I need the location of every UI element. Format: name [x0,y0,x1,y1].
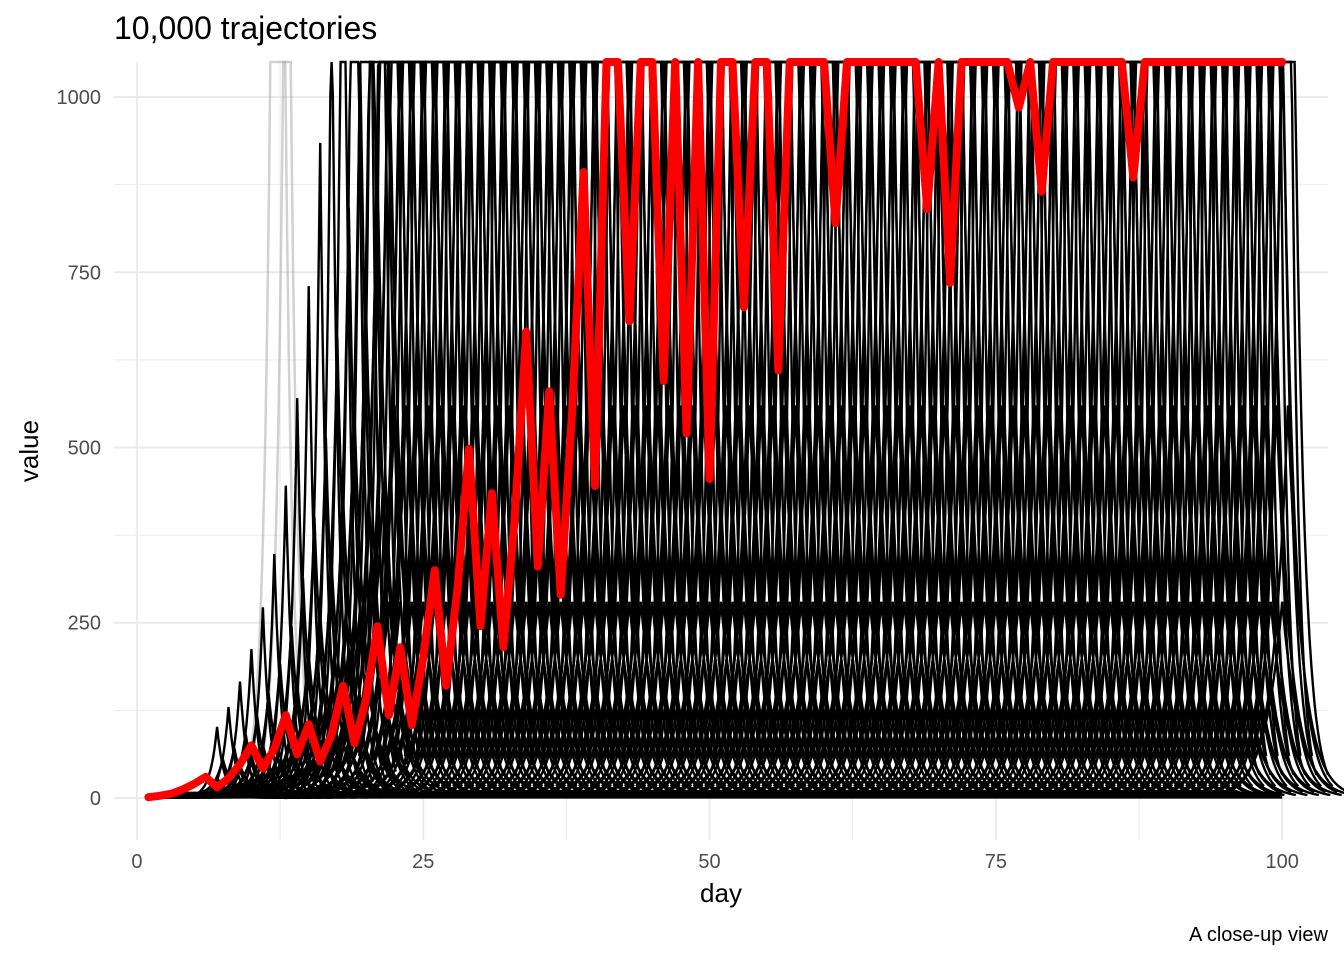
x-tick-label: 75 [985,851,1007,873]
x-axis-ticks: 0 25 50 75 100 [131,851,1299,873]
x-tick-label: 100 [1266,851,1299,873]
background-trajectories [146,60,1344,800]
trajectory-line [1153,601,1297,797]
highlight-trajectory-line [144,58,1287,802]
y-tick-label: 500 [68,437,101,459]
trajectory-line [1130,601,1274,797]
y-tick-label: 750 [68,262,101,284]
y-axis-title: value [14,420,44,482]
chart-title: 10,000 trajectories [114,10,377,46]
highlighted-trajectory [144,58,1287,802]
x-tick-label: 25 [412,851,434,873]
x-tick-label: 0 [131,851,142,873]
y-tick-label: 1000 [57,87,102,109]
x-tick-label: 50 [698,851,720,873]
y-axis-ticks: 0 250 500 750 1000 [57,87,102,810]
chart-caption: A close-up view [1189,924,1329,946]
y-tick-label: 250 [68,613,101,635]
trajectory-line [1199,601,1342,797]
x-axis-title: day [700,878,742,908]
trajectory-line [1188,601,1331,797]
trajectory-line [1210,601,1344,797]
y-tick-label: 0 [90,788,101,810]
trajectory-line [1176,601,1320,797]
trajectory-line [1246,60,1330,776]
trajectory-line [1142,601,1285,797]
trajectory-line [1165,601,1308,797]
